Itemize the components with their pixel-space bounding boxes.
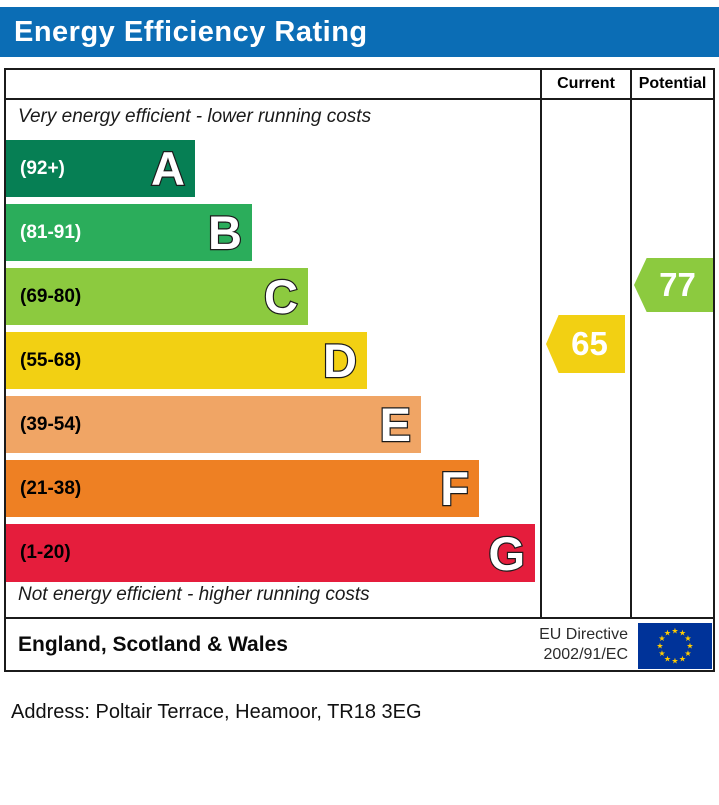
band-d-letter: D	[322, 333, 358, 388]
eu-directive-line2: 2002/91/EC	[543, 646, 628, 663]
table-header-row: Current Potential	[6, 70, 713, 100]
current-rating-marker: 65	[546, 315, 625, 373]
eu-flag-field	[638, 623, 712, 669]
region-label: England, Scotland & Wales	[18, 632, 288, 656]
svg-text:★: ★	[658, 634, 665, 643]
band-b: (81-91) B	[6, 204, 252, 261]
band-f-letter: F	[439, 461, 470, 516]
band-e: (39-54) E	[6, 396, 421, 453]
page-title: Energy Efficiency Rating	[14, 15, 368, 48]
svg-text:★: ★	[671, 657, 678, 666]
band-a-letter: A	[150, 141, 186, 196]
current-rating-value: 65	[571, 325, 608, 362]
potential-column-divider	[630, 70, 632, 617]
svg-text:★: ★	[684, 649, 691, 658]
band-e-letter: E	[378, 397, 412, 452]
potential-rating-value: 77	[659, 266, 696, 303]
potential-rating-marker: 77	[634, 258, 713, 312]
svg-text:★: ★	[679, 629, 686, 638]
band-b-range: (81-91)	[20, 221, 82, 243]
current-column-divider	[540, 70, 542, 617]
top-note: Very energy efficient - lower running co…	[18, 106, 372, 127]
current-column-header: Current	[557, 75, 615, 92]
svg-text:★: ★	[664, 629, 671, 638]
rating-table: Current Potential Very energy efficient …	[4, 68, 715, 672]
bottom-note: Not energy efficient - higher running co…	[18, 584, 370, 605]
band-d-range: (55-68)	[20, 349, 82, 371]
eu-flag-icon: ★ ★ ★ ★ ★ ★ ★ ★ ★ ★ ★ ★	[638, 623, 712, 669]
band-c: (69-80) C	[6, 268, 308, 325]
svg-text:★: ★	[679, 655, 686, 664]
band-a: (92+) A	[6, 140, 195, 197]
band-f: (21-38) F	[6, 460, 479, 517]
svg-text:★: ★	[658, 649, 665, 658]
band-b-letter: B	[207, 205, 243, 260]
svg-text:★: ★	[671, 627, 678, 636]
eu-directive-line1: EU Directive	[539, 626, 628, 643]
svg-text:★: ★	[656, 642, 663, 651]
band-c-range: (69-80)	[20, 285, 82, 307]
svg-text:★: ★	[684, 634, 691, 643]
band-e-range: (39-54)	[20, 413, 82, 435]
band-c-letter: C	[263, 269, 299, 324]
title-bar: Energy Efficiency Rating	[0, 7, 719, 57]
band-d: (55-68) D	[6, 332, 367, 389]
band-f-range: (21-38)	[20, 477, 82, 499]
band-g-range: (1-20)	[20, 542, 71, 563]
table-footer-row: England, Scotland & Wales EU Directive 2…	[6, 617, 713, 670]
band-g-letter: G	[487, 525, 526, 580]
svg-text:★: ★	[686, 642, 693, 651]
band-g: (1-20) G	[6, 524, 535, 582]
address-line: Address: Poltair Terrace, Heamoor, TR18 …	[11, 701, 422, 723]
eu-directive-label: EU Directive 2002/91/EC	[468, 625, 628, 665]
potential-column-header: Potential	[638, 75, 707, 92]
band-a-range: (92+)	[20, 157, 65, 179]
svg-text:★: ★	[664, 655, 671, 664]
